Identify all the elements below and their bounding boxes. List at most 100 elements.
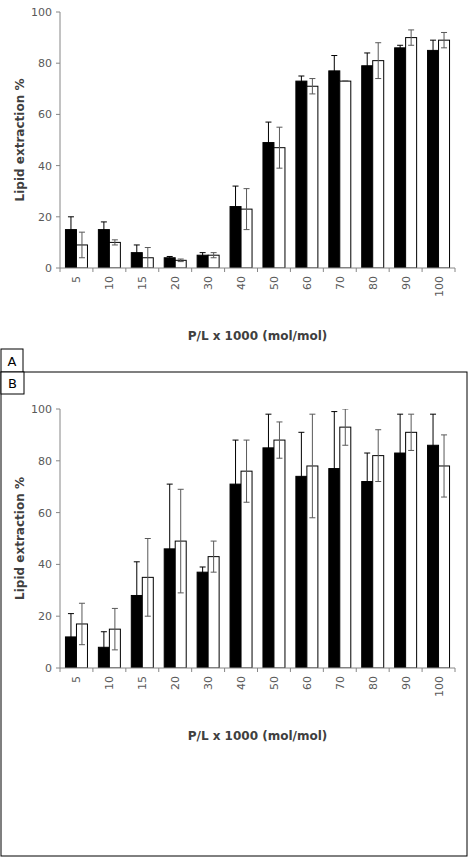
error-bar — [134, 245, 140, 260]
x-axis-title: P/L x 1000 (mol/mol) — [188, 329, 328, 343]
x-tick-label: 50 — [268, 276, 281, 290]
y-tick — [56, 216, 60, 217]
bar — [406, 432, 417, 668]
bar — [197, 572, 208, 668]
x-tick-label: 10 — [103, 276, 116, 290]
panel: A020406080100510152030405060708090100P/L… — [1, 6, 455, 372]
x-tick — [92, 268, 93, 272]
y-tick — [56, 165, 60, 166]
error-bar — [167, 256, 173, 259]
x-tick — [257, 668, 258, 672]
error-bar — [364, 53, 370, 79]
x-tick — [356, 668, 357, 672]
y-tick — [56, 409, 60, 410]
y-tick — [56, 564, 60, 565]
error-bar — [112, 608, 118, 649]
x-tick-label: 100 — [433, 276, 446, 297]
bar — [340, 81, 351, 268]
error-bar — [408, 414, 414, 450]
error-bar — [397, 414, 403, 492]
y-tick — [56, 114, 60, 115]
x-tick — [224, 268, 225, 272]
x-tick-label: 80 — [367, 276, 380, 290]
error-bar — [397, 45, 403, 50]
y-tick — [56, 12, 60, 13]
error-bar — [298, 432, 304, 520]
y-tick-label: 60 — [38, 507, 52, 520]
x-tick-label: 90 — [400, 676, 413, 690]
error-bar — [441, 32, 447, 47]
x-tick — [323, 668, 324, 672]
error-bar — [68, 217, 74, 243]
x-tick — [224, 668, 225, 672]
bar — [362, 66, 373, 268]
x-tick-label: 70 — [334, 276, 347, 290]
y-tick-label: 20 — [38, 211, 52, 224]
error-bar — [265, 414, 271, 481]
bar — [329, 71, 340, 268]
x-tick-label: 100 — [433, 676, 446, 697]
bar — [439, 40, 450, 268]
panel: B020406080100510152030405060708090100P/L… — [1, 372, 455, 743]
error-bar — [430, 40, 436, 60]
error-bar — [364, 453, 370, 510]
bars — [65, 409, 449, 668]
error-bar — [178, 259, 184, 262]
x-tick-label: 5 — [70, 276, 83, 283]
bar — [340, 427, 351, 668]
error-bar — [178, 489, 184, 593]
x-tick — [191, 668, 192, 672]
bar — [296, 81, 307, 268]
bar — [109, 242, 120, 268]
bar — [406, 38, 417, 268]
y-tick — [56, 668, 60, 669]
error-bar — [331, 412, 337, 526]
x-tick — [323, 268, 324, 272]
x-tick — [422, 668, 423, 672]
x-tick — [158, 668, 159, 672]
figure: A020406080100510152030405060708090100P/L… — [0, 0, 469, 858]
x-tick-label: 10 — [103, 676, 116, 690]
panel-label-box — [1, 349, 23, 372]
error-bar — [134, 562, 140, 629]
error-bar — [331, 56, 337, 87]
y-tick — [56, 63, 60, 64]
bar — [373, 456, 384, 668]
x-tick-label: 40 — [235, 276, 248, 290]
x-tick — [356, 268, 357, 272]
error-bar — [200, 567, 206, 577]
x-tick — [389, 668, 390, 672]
error-bar — [441, 435, 447, 497]
y-tick-label: 80 — [38, 57, 52, 70]
error-bar — [375, 430, 381, 482]
x-tick-label: 50 — [268, 676, 281, 690]
x-tick-label: 60 — [301, 276, 314, 290]
bar — [428, 445, 439, 668]
panel-label: B — [8, 376, 17, 391]
y-tick-label: 100 — [31, 6, 52, 19]
error-bar — [233, 440, 239, 528]
error-bar — [430, 414, 436, 476]
bar — [395, 48, 406, 268]
error-bar — [342, 409, 348, 445]
x-tick — [290, 668, 291, 672]
error-bar — [233, 186, 239, 227]
x-tick-label: 30 — [202, 276, 215, 290]
x-tick — [455, 268, 456, 272]
error-bar — [309, 414, 315, 518]
x-tick — [290, 268, 291, 272]
y-axis — [60, 12, 61, 268]
x-tick-label: 15 — [136, 276, 149, 290]
error-bar — [276, 127, 282, 168]
x-tick-label: 80 — [367, 676, 380, 690]
bar — [274, 440, 285, 668]
error-bar — [68, 614, 74, 661]
x-tick — [191, 268, 192, 272]
y-axis-title: Lipid extraction % — [13, 79, 27, 202]
error-bar — [79, 603, 85, 644]
error-bar — [408, 30, 414, 45]
error-bar — [244, 440, 250, 502]
y-tick-label: 60 — [38, 108, 52, 121]
x-tick-label: 60 — [301, 676, 314, 690]
y-axis-title: Lipid extraction % — [13, 477, 27, 600]
